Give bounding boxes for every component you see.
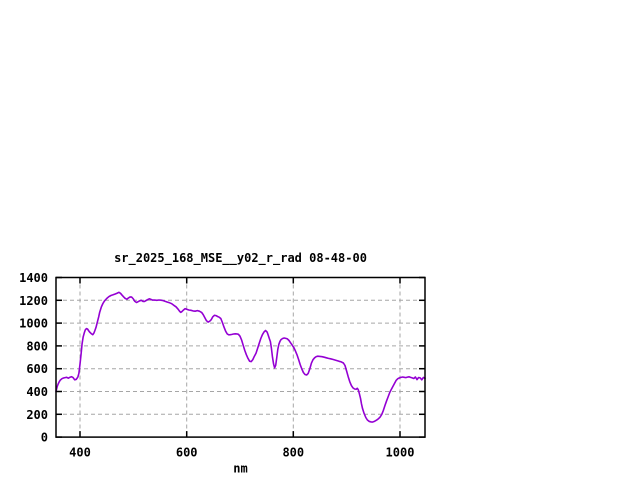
y-tick-label: 200 <box>26 408 48 422</box>
y-tick-label: 800 <box>26 339 48 353</box>
y-tick-label: 600 <box>26 362 48 376</box>
plot-border <box>55 276 426 438</box>
tick-marks <box>56 276 425 438</box>
y-tick-label: 1200 <box>19 294 48 308</box>
grid-lines <box>56 277 425 438</box>
x-tick-labels: 400 600 800 1000 <box>69 446 414 460</box>
spectrum-line <box>55 291 426 423</box>
chart-title: sr_2025_168_MSE__y02_r_rad 08-48-00 <box>114 251 367 266</box>
x-axis-label: nm <box>233 462 247 476</box>
y-tick-label: 1000 <box>19 317 48 331</box>
x-tick-label: 800 <box>282 446 304 460</box>
x-tick-label: 1000 <box>386 446 415 460</box>
y-tick-label: 400 <box>26 385 48 399</box>
y-tick-label: 0 <box>41 431 48 445</box>
y-tick-label: 1400 <box>19 271 48 285</box>
x-tick-label: 600 <box>176 446 198 460</box>
x-tick-label: 400 <box>69 446 91 460</box>
y-tick-labels: 0 200 400 600 800 1000 1200 1400 <box>19 271 48 445</box>
